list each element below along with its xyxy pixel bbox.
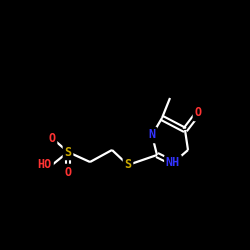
Text: O: O [194, 106, 202, 120]
Text: HO: HO [38, 158, 52, 172]
Text: S: S [124, 158, 132, 172]
Text: O: O [64, 166, 71, 178]
Text: S: S [64, 146, 71, 158]
Text: N: N [148, 128, 156, 141]
Text: O: O [48, 132, 56, 144]
Text: NH: NH [166, 156, 180, 170]
